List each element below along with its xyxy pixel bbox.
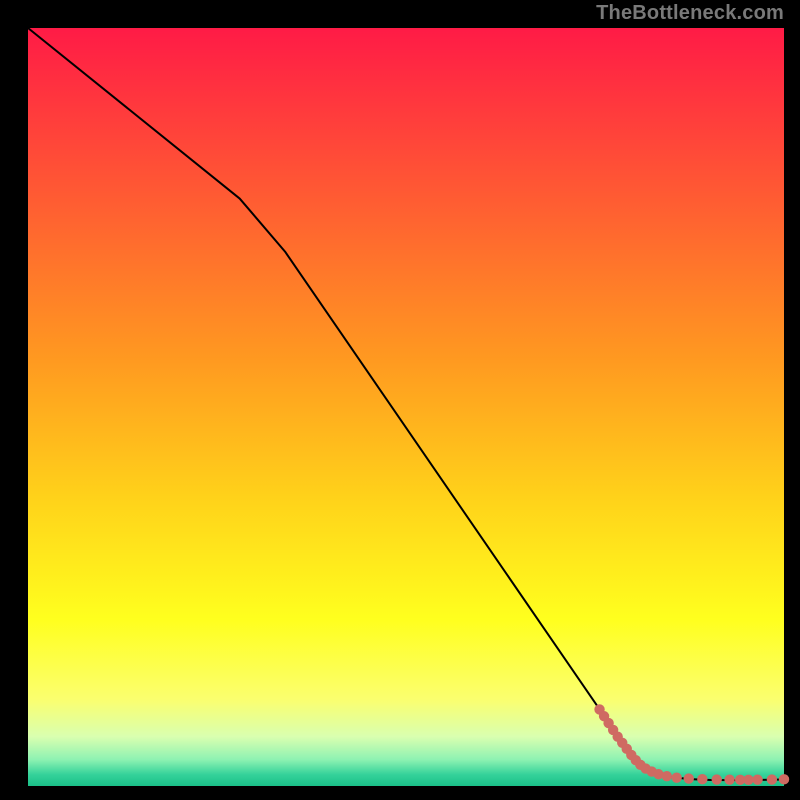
scatter-point (724, 775, 734, 785)
watermark-text: TheBottleneck.com (596, 2, 784, 25)
scatter-point (671, 772, 681, 782)
scatter-point (684, 773, 694, 783)
scatter-point (779, 774, 789, 784)
bottleneck-chart (0, 0, 800, 800)
gradient-plot-area (28, 28, 784, 786)
scatter-point (662, 771, 672, 781)
scatter-point (697, 774, 707, 784)
scatter-point (767, 774, 777, 784)
scatter-point (743, 775, 753, 785)
chart-stage: TheBottleneck.com (0, 0, 800, 800)
scatter-point (752, 775, 762, 785)
scatter-point (712, 774, 722, 784)
